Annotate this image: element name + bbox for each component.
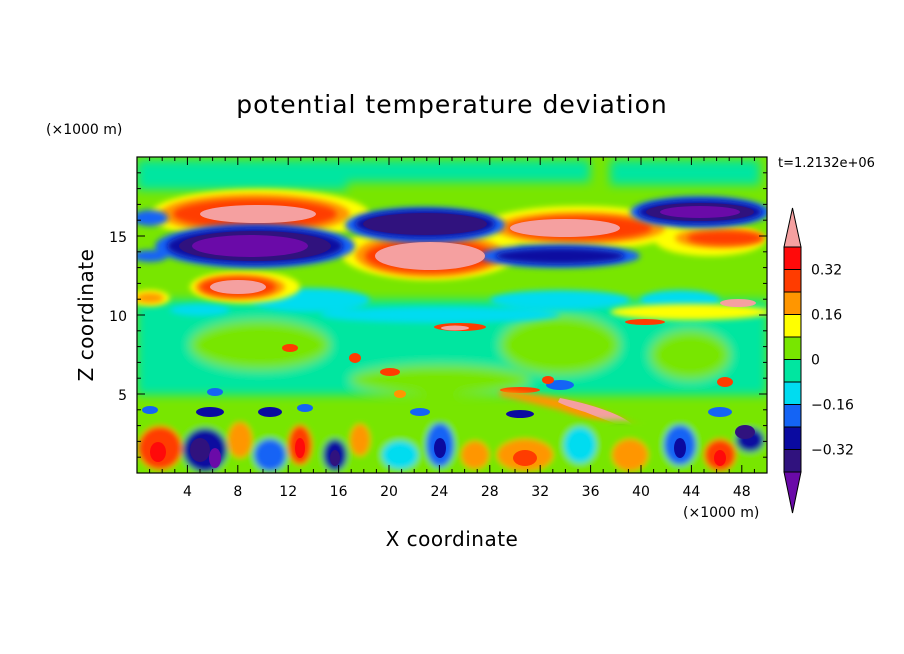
- colorbar: 0.32 0.16 0 −0.16 −0.32: [783, 207, 854, 514]
- colorbar-segment: [783, 291, 802, 315]
- x-tick-label: 32: [531, 484, 549, 500]
- colorbar-label: 0: [811, 353, 820, 369]
- colorbar-label: −0.16: [811, 398, 854, 414]
- colorbar-top-arrow: [783, 207, 802, 248]
- colorbar-segment: [783, 314, 802, 338]
- colorbar-segment: [783, 426, 802, 450]
- warm-cores: [200, 205, 756, 307]
- x-tick-label: 20: [380, 484, 398, 500]
- x-tick-label: 4: [183, 484, 192, 500]
- colorbar-segment: [783, 269, 802, 293]
- colorbar-segment: [783, 449, 802, 473]
- x-tick-label: 28: [481, 484, 499, 500]
- mid-streaks: [207, 319, 733, 398]
- x-axis-ticks: 4 8 12 16 20 24 28 32 36 40 44 48: [149, 157, 755, 500]
- colorbar-bottom-arrow: [783, 471, 802, 514]
- y-axis-ticks: 5 10 15: [109, 172, 767, 458]
- x-tick-label: 8: [233, 484, 242, 500]
- x-tick-label: 36: [582, 484, 600, 500]
- colorbar-segment: [783, 404, 802, 428]
- colorbar-segment: [783, 336, 802, 360]
- y-tick-label: 15: [109, 230, 127, 246]
- colorbar-segment: [783, 381, 802, 405]
- chart-title: potential temperature deviation: [236, 90, 667, 119]
- boundary-layer-cores: [142, 404, 755, 468]
- x-tick-label: 16: [330, 484, 348, 500]
- colorbar-segment: [783, 359, 802, 383]
- y-unit-label: (×1000 m): [46, 122, 122, 138]
- colorbar-label: 0.16: [811, 308, 842, 324]
- boundary-layer: [137, 420, 767, 473]
- y-axis-label: Z coordinate: [74, 249, 98, 382]
- x-tick-label: 44: [682, 484, 700, 500]
- time-label: t=1.2132e+06: [778, 156, 875, 171]
- colorbar-label: 0.32: [811, 263, 842, 279]
- x-unit-label: (×1000 m): [683, 505, 759, 521]
- contour-field: [137, 157, 767, 473]
- x-tick-label: 12: [279, 484, 297, 500]
- x-tick-label: 24: [430, 484, 448, 500]
- x-tick-label: 48: [733, 484, 751, 500]
- colorbar-segment: [783, 246, 802, 270]
- colorbar-label: −0.32: [811, 443, 854, 459]
- cold-cores: [179, 203, 754, 261]
- x-axis-label: X coordinate: [386, 527, 519, 551]
- y-tick-label: 10: [109, 309, 127, 325]
- y-tick-label: 5: [118, 388, 127, 404]
- x-tick-label: 40: [632, 484, 650, 500]
